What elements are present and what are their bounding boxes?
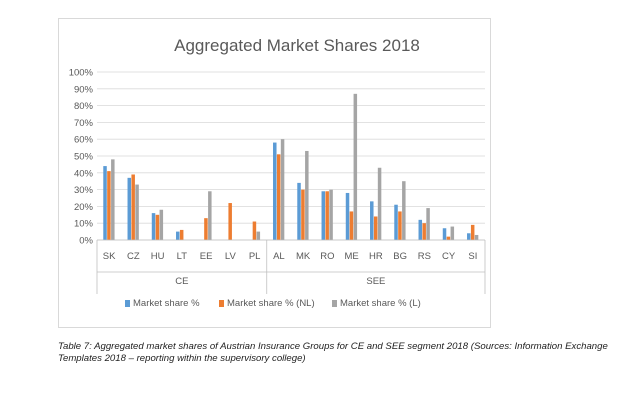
bar-ro-series-2 <box>325 191 329 240</box>
x-tick-label: LT <box>177 251 188 262</box>
bar-chart: Aggregated Market Shares 2018 0% 10% 20% 30%… <box>69 36 486 309</box>
x-tick-label: CZ <box>127 251 140 262</box>
y-tick-label: 100% <box>69 68 94 79</box>
bar-cz-series-1 <box>127 177 132 240</box>
y-tick-label: 30% <box>74 185 94 196</box>
bar-ro-series-3 <box>329 189 333 240</box>
y-tick-label: 20% <box>74 202 94 213</box>
bar-bg-series-2 <box>398 211 402 240</box>
bar-hu-series-2 <box>155 214 160 240</box>
table-caption: Table 7: Aggregated market shares of Aus… <box>58 341 608 364</box>
bar-lv-series-2 <box>228 203 232 240</box>
bar-hu-series-1 <box>151 213 156 240</box>
bar-mk-series-3 <box>305 150 309 240</box>
x-tick-label: RS <box>418 251 431 262</box>
bar-si-series-2 <box>470 224 475 240</box>
bar-rs-series-1 <box>418 219 423 240</box>
bar-lt-series-2 <box>179 229 184 240</box>
x-tick-label: AL <box>273 251 285 262</box>
y-tick-label: 0% <box>79 236 93 247</box>
bar-rs-series-3 <box>426 208 430 240</box>
x-tick-label: RO <box>320 251 334 262</box>
x-tick-label: SK <box>103 251 116 262</box>
bar-hr-series-2 <box>373 216 378 240</box>
x-tick-label: HR <box>369 251 383 262</box>
x-tick-label: EE <box>200 251 213 262</box>
bar-al-series-2 <box>276 154 281 240</box>
chart-frame: Aggregated Market Shares 2018 0% 10% 20% 30%… <box>58 18 491 328</box>
bar-me-series-2 <box>349 211 354 240</box>
legend-label-3: Market share % (L) <box>340 298 421 309</box>
bar-si-series-1 <box>467 233 471 240</box>
bar-sk-series-3 <box>111 159 115 240</box>
group-label: CE <box>175 276 188 287</box>
y-tick-label: 80% <box>74 101 94 112</box>
y-tick-label: 90% <box>74 84 94 95</box>
bar-cy-series-1 <box>442 228 447 240</box>
bar-bg-series-1 <box>394 204 398 240</box>
bar-al-series-1 <box>273 142 277 240</box>
bar-me-series-1 <box>345 192 350 240</box>
x-tick-label: MK <box>296 251 311 262</box>
bar-ee-series-3 <box>208 191 212 240</box>
bar-rs-series-2 <box>422 223 426 240</box>
bar-cz-series-3 <box>135 184 139 240</box>
bar-hu-series-3 <box>159 209 164 240</box>
y-tick-label: 60% <box>74 135 94 146</box>
x-tick-label: SI <box>468 251 477 262</box>
x-tick-label: PL <box>249 251 261 262</box>
bar-pl-series-2 <box>252 221 257 240</box>
x-tick-label: ME <box>345 251 359 262</box>
y-tick-label: 40% <box>74 168 94 179</box>
bar-cy-series-3 <box>450 226 455 240</box>
bar-sk-series-2 <box>107 171 111 240</box>
bar-cy-series-2 <box>446 236 451 240</box>
x-tick-label: BG <box>393 251 407 262</box>
bar-mk-series-2 <box>301 189 305 240</box>
bar-hr-series-1 <box>370 201 374 240</box>
x-tick-label: HU <box>151 251 165 262</box>
bar-cz-series-2 <box>131 174 135 240</box>
bar-sk-series-1 <box>103 166 107 240</box>
bar-ro-series-1 <box>321 191 326 240</box>
bar-mk-series-1 <box>297 182 301 240</box>
y-tick-label: 10% <box>74 219 94 230</box>
bar-lt-series-1 <box>176 231 180 240</box>
legend-swatch-3 <box>332 300 337 307</box>
legend-swatch-2 <box>219 300 224 307</box>
legend-label-2: Market share % (NL) <box>227 298 315 309</box>
group-label: SEE <box>366 276 385 287</box>
bar-al-series-3 <box>280 139 285 240</box>
legend-swatch-1 <box>125 300 130 307</box>
y-tick-label: 70% <box>74 118 94 129</box>
bar-si-series-3 <box>474 234 479 240</box>
chart-title: Aggregated Market Shares 2018 <box>174 36 420 55</box>
bar-me-series-3 <box>353 93 358 240</box>
bar-pl-series-3 <box>256 231 261 240</box>
legend-label-1: Market share % <box>133 298 200 309</box>
x-tick-label: LV <box>225 251 237 262</box>
bar-hr-series-3 <box>377 167 382 240</box>
y-tick-label: 50% <box>74 152 94 163</box>
bar-bg-series-3 <box>402 181 406 240</box>
bar-ee-series-2 <box>204 218 208 240</box>
x-tick-label: CY <box>442 251 456 262</box>
